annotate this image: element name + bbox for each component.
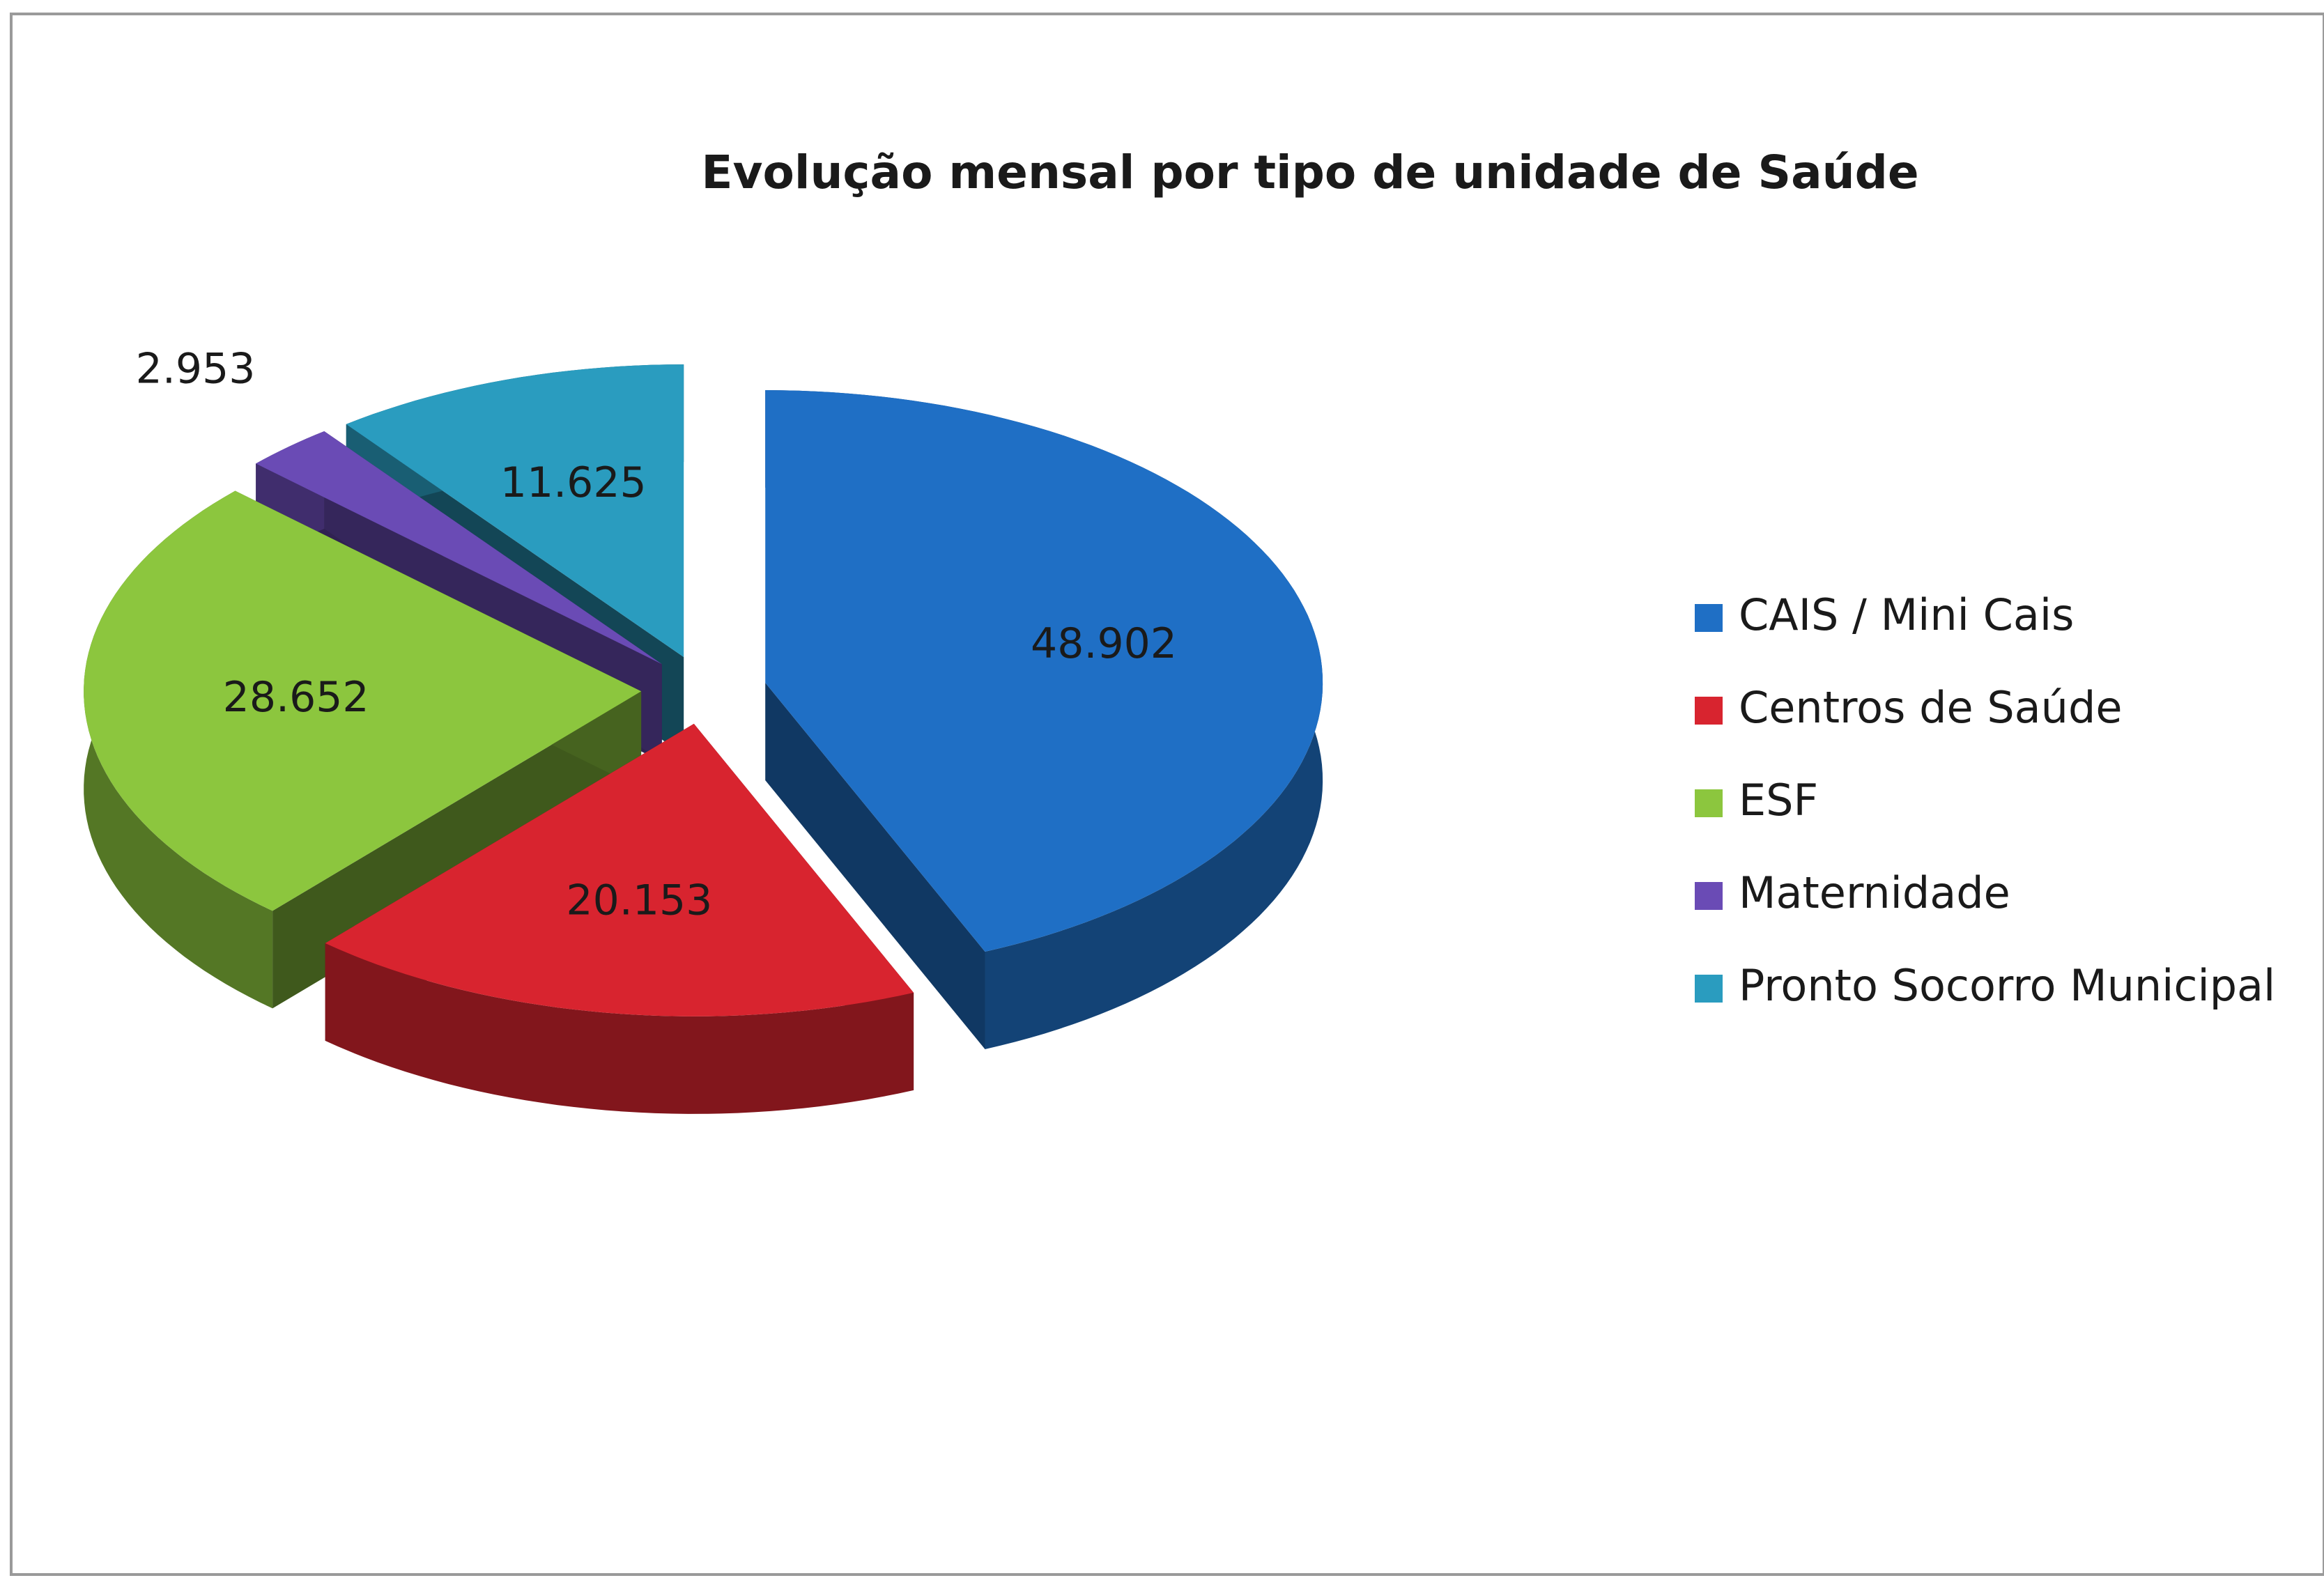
data-label: 28.652 [223, 673, 369, 722]
slice [346, 364, 684, 658]
legend-label: CAIS / Mini Cais [1739, 589, 2074, 640]
data-label: 20.153 [566, 876, 712, 925]
slice [765, 390, 1323, 1049]
legend-label: Pronto Socorro Municipal [1739, 960, 2275, 1011]
slice [84, 490, 642, 911]
legend-swatch [1695, 975, 1723, 1003]
legend-label: Centros de Saúde [1739, 682, 2122, 733]
legend-label: ESF [1739, 775, 1818, 826]
slice [325, 723, 914, 1114]
data-label: 11.625 [500, 458, 647, 507]
slice [325, 723, 914, 1016]
slice [765, 390, 1323, 952]
legend-swatch [1695, 882, 1723, 910]
slice [256, 431, 662, 665]
slice-side [325, 943, 914, 1114]
slice-side [765, 683, 985, 1049]
legend-swatch [1695, 697, 1723, 725]
legend-swatch [1695, 604, 1723, 632]
data-label: 48.902 [1031, 619, 1177, 668]
data-label: 2.953 [136, 345, 256, 394]
chart-title: Evolução mensal por tipo de unidade de S… [701, 146, 1918, 199]
legend-swatch [1695, 789, 1723, 817]
legend-label: Maternidade [1739, 867, 2010, 918]
